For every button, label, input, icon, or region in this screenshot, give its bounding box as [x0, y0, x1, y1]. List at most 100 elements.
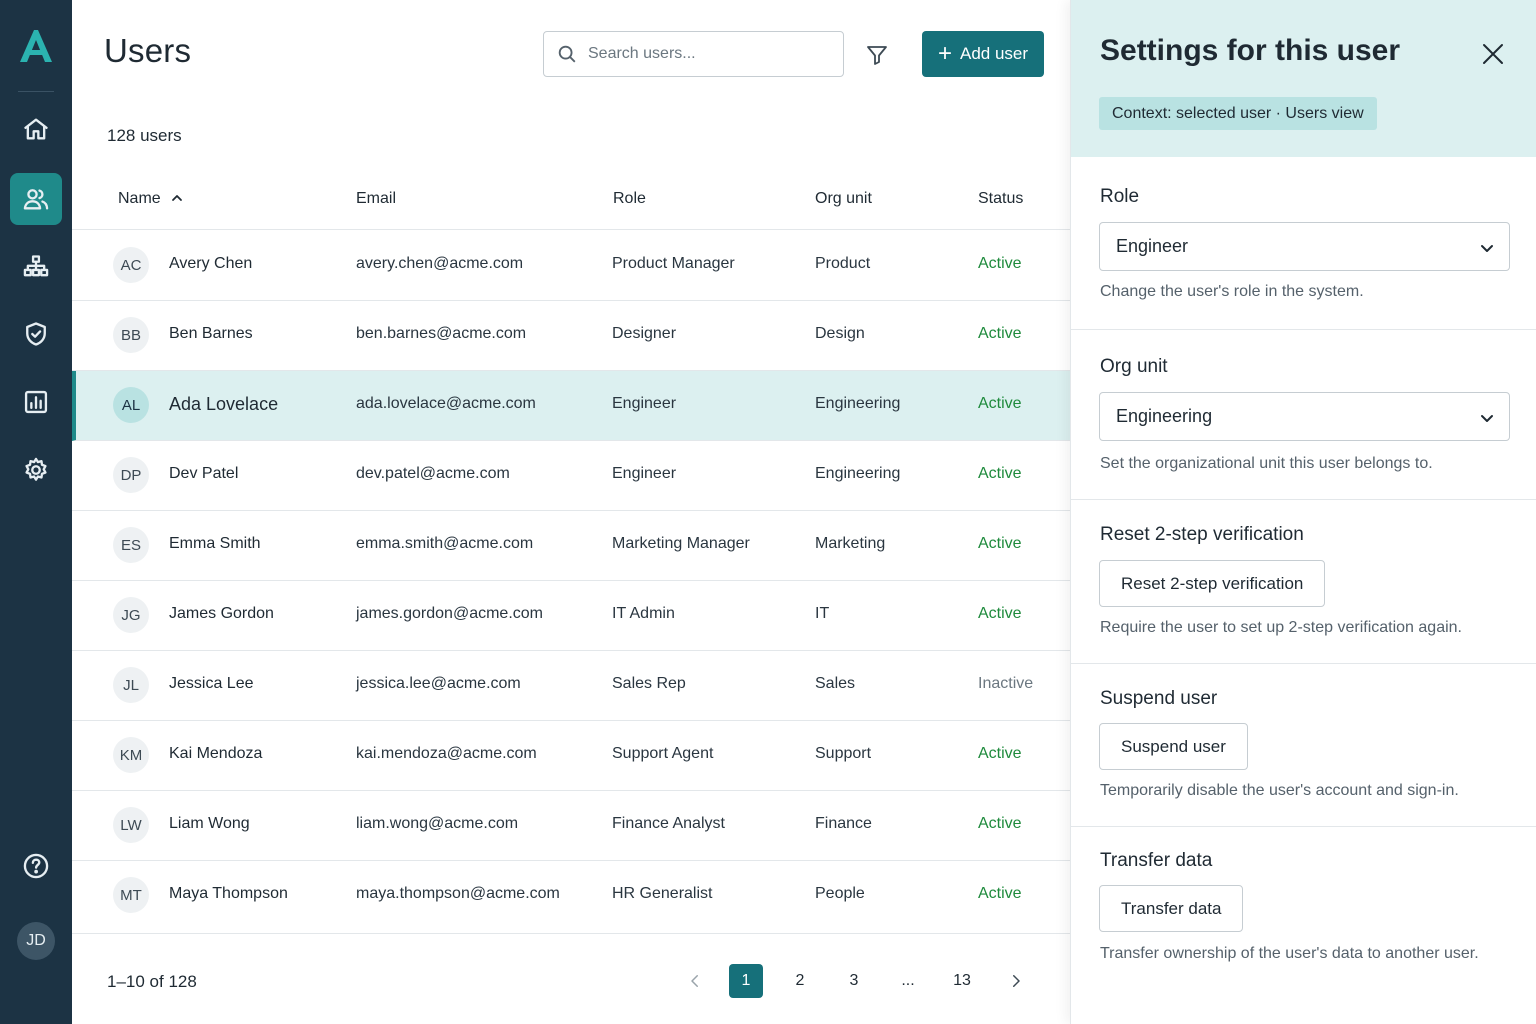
user-email: emma.smith@acme.com	[356, 535, 534, 552]
app-logo[interactable]	[14, 26, 58, 66]
search-box[interactable]	[543, 31, 844, 77]
suspend-label: Suspend user	[1100, 688, 1218, 709]
table-row[interactable]: AC Avery Chen avery.chen@acme.com Produc…	[72, 231, 1070, 301]
user-avatar: DP	[113, 457, 149, 493]
page-button-1[interactable]: 1	[729, 964, 763, 998]
org-chart-icon	[23, 255, 49, 277]
shield-icon	[26, 322, 46, 346]
user-org-unit: Finance	[815, 815, 872, 832]
user-avatar: BB	[113, 317, 149, 353]
user-role: Designer	[612, 325, 677, 342]
user-status: Active	[978, 465, 1022, 482]
nav-security[interactable]	[10, 308, 62, 360]
add-user-button[interactable]: + Add user	[922, 31, 1044, 77]
user-role: Marketing Manager	[612, 535, 750, 552]
nav-settings[interactable]	[10, 444, 62, 496]
panel-title: Settings for this user	[1100, 34, 1401, 67]
column-header-email[interactable]: Email	[356, 190, 397, 207]
user-avatar: AL	[113, 387, 149, 423]
table-row[interactable]: JG James Gordon james.gordon@acme.com IT…	[72, 581, 1070, 651]
user-status: Active	[978, 745, 1022, 762]
nav-home[interactable]	[10, 103, 62, 155]
rail-divider	[18, 91, 54, 92]
user-role: Support Agent	[612, 745, 714, 762]
left-nav-rail: JD	[0, 0, 72, 1024]
suspend-user-button[interactable]: Suspend user	[1099, 723, 1248, 770]
user-org-unit: IT	[815, 605, 830, 622]
role-label: Role	[1100, 186, 1140, 207]
page-button-2[interactable]: 2	[795, 972, 805, 989]
context-badge: Context: selected user · Users view	[1099, 97, 1377, 130]
user-status: Active	[978, 535, 1022, 552]
column-header-role[interactable]: Role	[613, 190, 646, 207]
user-avatar: JL	[113, 667, 149, 703]
user-name: Ben Barnes	[169, 325, 253, 342]
transfer-data-button[interactable]: Transfer data	[1099, 885, 1244, 932]
role-select[interactable]: Engineer	[1099, 222, 1510, 271]
user-status: Active	[978, 605, 1022, 622]
users-icon	[23, 189, 49, 210]
user-email: kai.mendoza@acme.com	[356, 745, 537, 762]
org-unit-section: Org unit Engineering Set the organizatio…	[1071, 330, 1536, 500]
table-row[interactable]: KM Kai Mendoza kai.mendoza@acme.com Supp…	[72, 721, 1070, 791]
table-row[interactable]: JL Jessica Lee jessica.lee@acme.com Sale…	[72, 651, 1070, 721]
reset-2sv-label: Reset 2-step verification	[1100, 524, 1304, 545]
table-row[interactable]: BB Ben Barnes ben.barnes@acme.com Design…	[72, 301, 1070, 371]
user-count: 128 users	[107, 126, 182, 145]
user-status: Active	[978, 255, 1022, 272]
user-name: Kai Mendoza	[169, 745, 263, 762]
column-header-name[interactable]: Name	[118, 190, 183, 208]
search-icon	[558, 45, 576, 63]
suspend-section: Suspend user Suspend user Temporarily di…	[1071, 664, 1536, 827]
nav-help[interactable]	[10, 840, 62, 892]
user-org-unit: Support	[815, 745, 872, 762]
table-row[interactable]: MT Maya Thompson maya.thompson@acme.com …	[72, 861, 1070, 934]
current-user-avatar[interactable]: JD	[17, 922, 55, 960]
table-row[interactable]: LW Liam Wong liam.wong@acme.com Finance …	[72, 791, 1070, 861]
user-name: Jessica Lee	[169, 675, 254, 692]
nav-org-chart[interactable]	[10, 241, 62, 293]
org-unit-select-value: Engineering	[1116, 406, 1213, 426]
suspend-helper-text: Temporarily disable the user's account a…	[1100, 782, 1459, 799]
table-row[interactable]: DP Dev Patel dev.patel@acme.com Engineer…	[72, 441, 1070, 511]
home-icon	[24, 118, 48, 140]
user-name: James Gordon	[169, 605, 274, 622]
column-header-status[interactable]: Status	[978, 190, 1024, 207]
reset-2sv-section: Reset 2-step verification Reset 2-step v…	[1071, 500, 1536, 664]
chevron-down-icon	[1481, 415, 1493, 422]
user-role: Product Manager	[612, 255, 735, 272]
reset-2sv-button[interactable]: Reset 2-step verification	[1099, 560, 1326, 607]
filter-icon	[867, 46, 887, 65]
table-header: Name Email Role Org unit Status	[72, 176, 1070, 230]
user-name: Maya Thompson	[169, 885, 288, 902]
user-org-unit: People	[815, 885, 865, 902]
report-chart-icon	[24, 390, 48, 414]
org-unit-select[interactable]: Engineering	[1099, 392, 1510, 441]
column-name-label: Name	[118, 190, 161, 207]
nav-users[interactable]	[10, 173, 62, 225]
user-name: Ada Lovelace	[169, 394, 279, 414]
table-row[interactable]: ES Emma Smith emma.smith@acme.com Market…	[72, 511, 1070, 581]
user-avatar: ES	[113, 527, 149, 563]
page-ellipsis: ...	[901, 972, 915, 989]
next-page-button[interactable]	[999, 964, 1033, 998]
close-panel-button[interactable]	[1477, 38, 1509, 70]
role-section: Role Engineer Change the user's role in …	[1071, 157, 1536, 330]
nav-reports[interactable]	[10, 376, 62, 428]
gear-icon	[25, 457, 47, 481]
column-header-org-unit[interactable]: Org unit	[815, 190, 872, 207]
previous-page-button[interactable]	[678, 964, 712, 998]
user-name: Liam Wong	[169, 815, 250, 832]
filter-button[interactable]	[862, 40, 892, 70]
help-icon	[23, 853, 49, 879]
user-email: dev.patel@acme.com	[356, 465, 510, 482]
page-button-13[interactable]: 13	[953, 972, 971, 989]
user-role: Engineer	[612, 465, 677, 482]
table-row-selected[interactable]: AL Ada Lovelace ada.lovelace@acme.com En…	[72, 371, 1070, 441]
user-org-unit: Engineering	[815, 395, 901, 412]
close-icon	[1483, 44, 1503, 64]
page-button-3[interactable]: 3	[849, 972, 859, 989]
user-avatar: KM	[113, 737, 149, 773]
user-org-unit: Product	[815, 255, 871, 272]
search-input[interactable]	[588, 45, 828, 63]
